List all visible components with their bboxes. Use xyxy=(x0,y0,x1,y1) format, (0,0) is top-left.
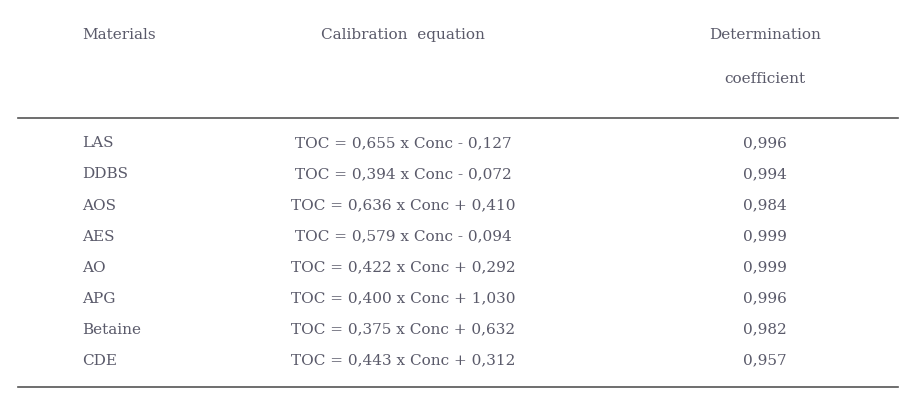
Text: Betaine: Betaine xyxy=(82,323,141,337)
Text: TOC = 0,443 x Conc + 0,312: TOC = 0,443 x Conc + 0,312 xyxy=(291,354,515,368)
Text: Determination: Determination xyxy=(709,28,821,42)
Text: 0,999: 0,999 xyxy=(743,230,787,244)
Text: TOC = 0,579 x Conc - 0,094: TOC = 0,579 x Conc - 0,094 xyxy=(295,230,511,244)
Text: LAS: LAS xyxy=(82,136,114,151)
Text: Calibration  equation: Calibration equation xyxy=(322,28,485,42)
Text: 0,984: 0,984 xyxy=(743,198,787,213)
Text: AOS: AOS xyxy=(82,198,116,213)
Text: 0,996: 0,996 xyxy=(743,292,787,306)
Text: TOC = 0,655 x Conc - 0,127: TOC = 0,655 x Conc - 0,127 xyxy=(295,136,511,151)
Text: CDE: CDE xyxy=(82,354,117,368)
Text: DDBS: DDBS xyxy=(82,167,128,182)
Text: TOC = 0,400 x Conc + 1,030: TOC = 0,400 x Conc + 1,030 xyxy=(290,292,516,306)
Text: TOC = 0,394 x Conc - 0,072: TOC = 0,394 x Conc - 0,072 xyxy=(295,167,511,182)
Text: TOC = 0,375 x Conc + 0,632: TOC = 0,375 x Conc + 0,632 xyxy=(291,323,515,337)
Text: 0,994: 0,994 xyxy=(743,167,787,182)
Text: 0,957: 0,957 xyxy=(743,354,787,368)
Text: 0,982: 0,982 xyxy=(743,323,787,337)
Text: APG: APG xyxy=(82,292,116,306)
Text: coefficient: coefficient xyxy=(725,72,805,86)
Text: 0,999: 0,999 xyxy=(743,261,787,275)
Text: AO: AO xyxy=(82,261,106,275)
Text: AES: AES xyxy=(82,230,114,244)
Text: TOC = 0,422 x Conc + 0,292: TOC = 0,422 x Conc + 0,292 xyxy=(290,261,516,275)
Text: TOC = 0,636 x Conc + 0,410: TOC = 0,636 x Conc + 0,410 xyxy=(290,198,516,213)
Text: 0,996: 0,996 xyxy=(743,136,787,151)
Text: Materials: Materials xyxy=(82,28,156,42)
